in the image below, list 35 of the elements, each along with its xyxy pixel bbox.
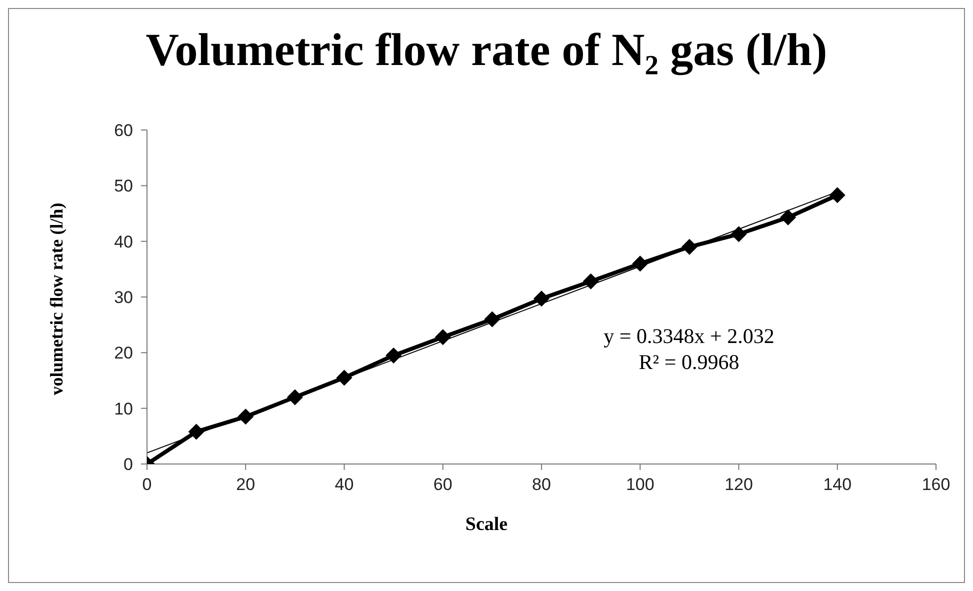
x-tick-label: 160 — [922, 475, 950, 494]
x-tick-label: 20 — [236, 475, 256, 494]
x-tick-label: 80 — [532, 475, 551, 494]
point — [780, 209, 796, 226]
point — [730, 226, 747, 242]
x-tick-label: 40 — [334, 475, 354, 494]
chart-title: Volumetric flow rate of N₂ gas (l/h) — [144, 23, 828, 76]
y-tick-label: 40 — [114, 232, 133, 252]
y-tick-label: 20 — [114, 344, 133, 363]
y-tick-label: 50 — [114, 176, 133, 196]
annotation: y = 0.3348x + 2.032 — [602, 323, 776, 349]
x-tick-label: 120 — [724, 475, 753, 494]
x-tick-label: 100 — [626, 475, 654, 494]
y-tick-label: 0 — [124, 455, 133, 474]
point — [188, 424, 204, 440]
annotation: R² = 0.9968 — [638, 349, 740, 375]
point — [582, 273, 599, 290]
point — [681, 238, 698, 255]
point — [238, 408, 254, 425]
point — [336, 370, 352, 386]
point — [434, 329, 451, 346]
point — [829, 187, 846, 204]
y-tick-label: 60 — [114, 121, 133, 140]
x-tick-label: 140 — [823, 475, 852, 494]
point — [632, 256, 648, 272]
y-tick-label: 30 — [114, 288, 133, 308]
point — [534, 290, 550, 307]
y-axis-title: volumetric flow rate (l/h) — [46, 202, 68, 396]
x-tick-label: 0 — [142, 475, 152, 494]
point — [286, 389, 303, 406]
x-tick-label: 60 — [433, 475, 452, 494]
y-tick-label: 10 — [114, 399, 133, 418]
x-axis-title: Scale — [464, 514, 509, 536]
point — [386, 347, 402, 364]
point — [484, 311, 500, 328]
